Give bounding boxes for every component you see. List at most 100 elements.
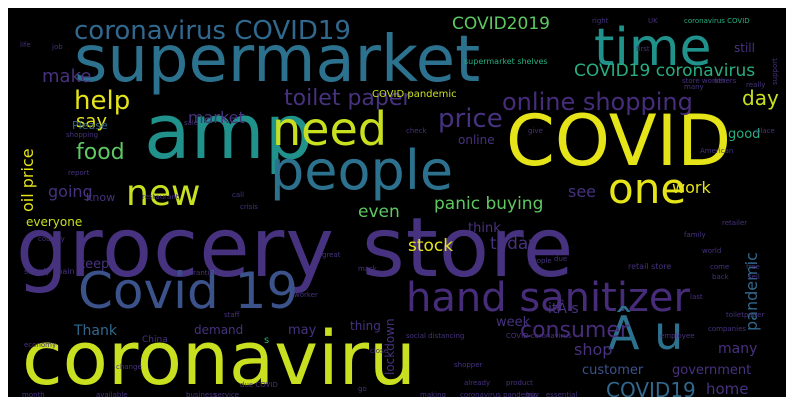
word-making: making	[420, 391, 446, 398]
word-report: report	[68, 169, 90, 177]
word-even: even	[358, 202, 400, 222]
word-covid19-coronavirus: COVID19 coronavirus	[574, 61, 756, 81]
word-go: go	[358, 385, 367, 393]
word-day: day	[742, 86, 779, 110]
word-covid-coronavirus-small: COVID coronavirus	[506, 332, 572, 340]
word-covid2019: COVID2019	[452, 14, 550, 34]
word-uk: UK	[648, 17, 658, 25]
word-good: good	[728, 127, 761, 142]
word-shop: shop	[574, 340, 613, 359]
word-grocery-store: grocery store	[16, 201, 575, 296]
word-family: family	[684, 231, 706, 239]
word-make: make	[42, 66, 92, 87]
word-shopping: shopping	[66, 131, 99, 139]
word-one: one	[608, 164, 687, 213]
word-really: really	[746, 81, 766, 89]
word-supermarket-shelves: supermarket shelves	[464, 57, 548, 66]
word-restaurant: restaurant	[142, 193, 179, 201]
word-staff: staff	[224, 311, 240, 319]
word-right: right	[592, 17, 609, 25]
word-time: time	[594, 18, 712, 78]
word-panic-buying: panic buying	[434, 194, 544, 214]
word-change: change	[116, 363, 142, 371]
word-amp: amp	[144, 87, 313, 176]
word-see: see	[568, 182, 597, 201]
word-thank: Thank	[74, 323, 117, 339]
word-already: already	[464, 379, 491, 387]
word-s-small: s	[264, 335, 270, 346]
word-government: government	[672, 363, 752, 378]
word-free: free	[746, 263, 760, 271]
word-shopper: shopper	[454, 361, 483, 369]
word-think: think	[468, 221, 501, 236]
word-customer: customer	[582, 363, 644, 378]
word-everyone: everyone	[26, 215, 83, 229]
word-companies: companies	[708, 325, 747, 333]
word-service: service	[214, 391, 240, 398]
word-a-u: Â u	[608, 306, 684, 360]
word-cloud: grocery store coronaviru supermarket amp…	[8, 8, 786, 397]
word-quarantine: quarantine	[180, 269, 219, 277]
word-life: life	[20, 41, 31, 49]
word-great: great	[322, 251, 341, 259]
word-product: product	[506, 379, 533, 387]
word-give: give	[528, 127, 543, 135]
word-market: market	[188, 108, 245, 127]
word-economy: economy	[24, 341, 57, 349]
word-toilet-paper: toilet paper	[284, 86, 412, 111]
word-job: job	[52, 43, 63, 51]
word-month: month	[22, 391, 45, 398]
word-essential: essential	[546, 391, 578, 398]
word-sell: sell	[748, 273, 760, 281]
word-many: many	[718, 341, 758, 357]
word-people-small: people	[528, 257, 552, 265]
word-coronavirus-covid19: coronavirus COVID19	[74, 16, 351, 46]
word-work: work	[672, 178, 711, 197]
word-american: American	[700, 147, 734, 155]
word-support: support	[771, 58, 779, 85]
word-many-small: many	[684, 83, 704, 91]
word-new: new	[126, 173, 201, 214]
word-still: still	[734, 41, 755, 55]
word-food: food	[76, 140, 125, 165]
word-last: last	[690, 293, 703, 301]
word-china: China	[142, 335, 168, 345]
word-social-distancing: social distancing	[406, 332, 465, 340]
word-business: business	[186, 391, 217, 398]
word-supermarket: supermarket	[74, 23, 481, 97]
word-need: need	[272, 102, 387, 156]
word-coronaviru: coronaviru	[22, 316, 416, 397]
word-hand-sanitizer: hand sanitizer	[406, 275, 690, 321]
word-home: home	[706, 380, 749, 397]
word-online-shopping: online shopping	[502, 88, 693, 116]
word-may: may	[288, 323, 317, 338]
word-crisis: crisis	[240, 203, 258, 211]
word-first: first	[636, 45, 650, 53]
word-due: due	[554, 255, 568, 263]
word-check: check	[406, 127, 427, 135]
word-due-covid: due COVID	[240, 381, 278, 389]
word-oil-price: oil price	[18, 148, 37, 212]
word-consumer: consumer	[520, 318, 629, 343]
word-today: today	[490, 234, 539, 254]
word-others: others	[714, 77, 737, 85]
word-supply-chain: supply chain	[24, 267, 75, 276]
word-keep: keep	[78, 257, 110, 272]
word-price: price	[438, 104, 503, 134]
word-online: online	[458, 133, 495, 147]
word-retail-store: retail store	[628, 262, 672, 271]
word-call: call	[232, 191, 245, 199]
word-say: say	[76, 111, 108, 132]
word-country: country	[38, 235, 65, 243]
word-demand: demand	[194, 323, 244, 337]
word-please: Please	[72, 119, 108, 132]
word-place: place	[756, 127, 775, 135]
word-mask: mask	[358, 265, 377, 273]
word-world: world	[702, 247, 722, 255]
word-thing: thing	[350, 319, 381, 333]
word-retailer: retailer	[722, 219, 748, 227]
word-store-worker: store worker	[682, 77, 726, 85]
word-back: back	[712, 273, 729, 281]
word-coronavirus-covid-small: coronavirus COVID	[684, 17, 750, 25]
